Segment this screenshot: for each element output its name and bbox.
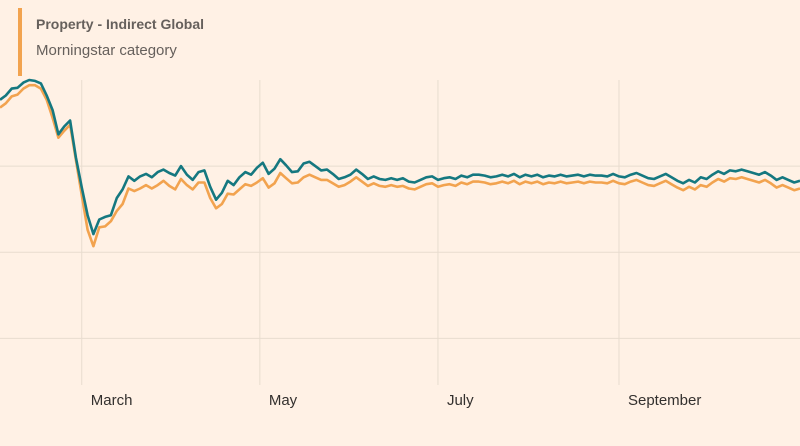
x-tick-label: March bbox=[91, 392, 133, 409]
grid bbox=[0, 80, 800, 385]
series-line-morningstar-category bbox=[0, 83, 800, 248]
legend-fund-name: Property - Indirect Global bbox=[36, 16, 205, 32]
series-line-property-indirect-global bbox=[0, 78, 800, 236]
legend-category-label: Morningstar category bbox=[36, 42, 177, 59]
x-tick-label: July bbox=[447, 392, 474, 409]
x-axis-labels: March May July September bbox=[91, 392, 702, 409]
x-tick-label: May bbox=[269, 392, 298, 409]
series-lines bbox=[0, 78, 800, 248]
x-tick-label: September bbox=[628, 392, 701, 409]
legend: Property - Indirect Global Morningstar c… bbox=[18, 8, 204, 76]
